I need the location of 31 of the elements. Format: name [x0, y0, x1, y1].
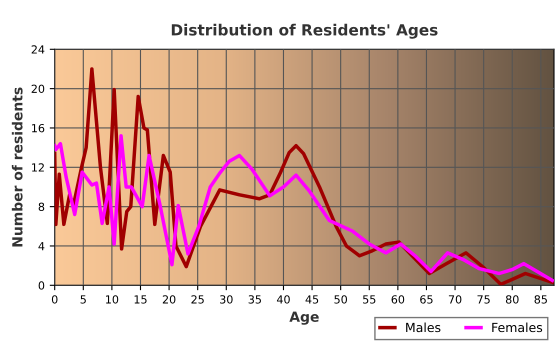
y-tick-label: 0: [38, 281, 44, 290]
x-tick-label: 75: [477, 295, 490, 304]
x-tick-label: 55: [363, 295, 376, 304]
line-series: [54, 134, 554, 282]
y-tick-label: 12: [32, 163, 44, 172]
x-tick-label: 10: [106, 295, 118, 304]
y-axis-title: Number of residents: [12, 88, 23, 246]
y-tick-label: 4: [38, 242, 44, 250]
legend-label: Males: [406, 322, 440, 332]
x-tick-label: 60: [392, 295, 404, 304]
x-tick-label: 40: [276, 295, 290, 304]
x-axis-title: Age: [289, 312, 319, 325]
y-tick-label: 20: [32, 84, 44, 94]
x-tick-label: 15: [134, 295, 147, 304]
x-tick-label: 5: [80, 295, 86, 304]
y-tick-label: 24: [32, 45, 44, 54]
x-tick-label: 30: [220, 295, 233, 304]
y-tick-label: 8: [38, 202, 44, 212]
x-tick-label: 25: [191, 295, 204, 304]
x-tick-label: 0: [52, 295, 58, 304]
legend-label: Females: [492, 322, 542, 332]
x-tick-label: 45: [306, 295, 318, 304]
x-tick-label: 85: [534, 295, 547, 304]
x-tick-label: 50: [334, 295, 347, 304]
x-tick-label: 65: [420, 295, 433, 304]
y-tick-label: 16: [32, 124, 44, 132]
x-tick-label: 80: [506, 295, 519, 304]
chart-title: Distribution of Residents' Ages: [172, 24, 438, 39]
x-tick-label: 35: [248, 295, 261, 304]
x-tick-label: 20: [162, 295, 176, 304]
x-tick-label: 70: [448, 295, 462, 304]
